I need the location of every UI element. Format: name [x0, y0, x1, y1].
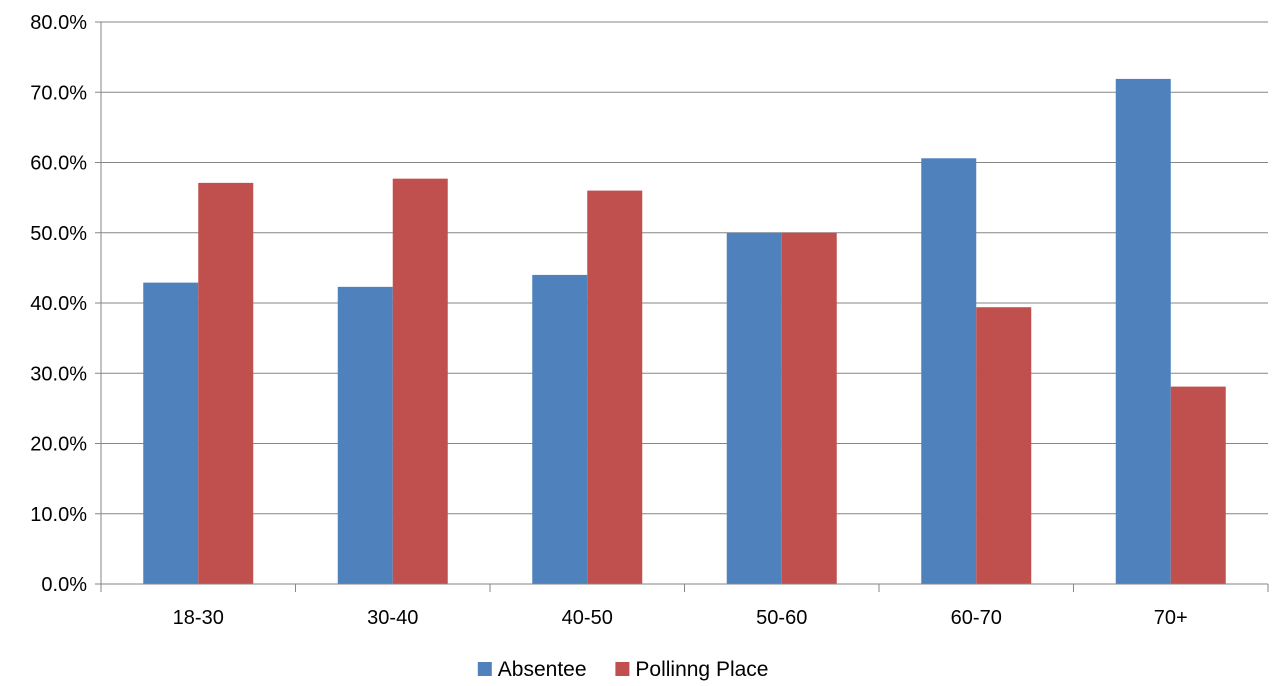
legend-label: Absentee	[498, 658, 587, 681]
x-tick-label: 40-50	[562, 607, 613, 629]
y-tick-label: 0.0%	[41, 574, 87, 596]
x-tick-label: 60-70	[951, 607, 1002, 629]
x-tick-label: 30-40	[367, 607, 418, 629]
x-tick-label: 50-60	[756, 607, 807, 629]
y-tick-label: 40.0%	[30, 293, 87, 315]
legend-swatch	[615, 662, 630, 676]
bar-absentee-70+	[1115, 78, 1171, 584]
bar-pollinng-place-18-30	[198, 182, 254, 584]
y-tick-label: 70.0%	[30, 82, 87, 104]
bar-pollinng-place-40-50	[587, 190, 643, 584]
y-tick-label: 80.0%	[30, 12, 87, 34]
x-tick-label: 18-30	[173, 607, 224, 629]
y-tick-label: 20.0%	[30, 434, 87, 456]
gridlines	[101, 21, 1268, 515]
y-tick-label: 10.0%	[30, 504, 87, 526]
bar-pollinng-place-50-60	[781, 232, 837, 584]
bar-absentee-30-40	[337, 286, 393, 584]
x-tick-label: 70+	[1154, 607, 1188, 629]
y-axis-tick-labels: 0.0% 10.0% 20.0% 30.0% 40.0% 50.0% 60.0% 70.0% 8…	[30, 12, 87, 596]
bar-absentee-18-30	[143, 282, 199, 584]
bar-absentee-40-50	[532, 274, 588, 584]
y-tick-label: 50.0%	[30, 223, 87, 245]
bar-pollinng-place-60-70	[976, 307, 1032, 584]
bar-absentee-60-70	[921, 158, 977, 584]
legend: Absentee Pollinng Place	[477, 658, 768, 681]
bar-pollinng-place-30-40	[392, 178, 448, 584]
y-tick-label: 60.0%	[30, 153, 87, 175]
y-tick-label: 30.0%	[30, 363, 87, 385]
legend-swatch	[477, 662, 492, 676]
bars	[143, 78, 1226, 584]
bar-absentee-50-60	[726, 232, 782, 584]
legend-item-absentee: Absentee	[477, 658, 587, 681]
axes	[95, 21, 1269, 592]
x-axis-tick-labels: 18-30 30-40 40-50 50-60 60-70 70+	[173, 607, 1188, 629]
bar-pollinng-place-70+	[1170, 386, 1226, 584]
legend-label: Pollinng Place	[635, 658, 768, 681]
legend-item-pollinng-place: Pollinng Place	[615, 658, 768, 681]
